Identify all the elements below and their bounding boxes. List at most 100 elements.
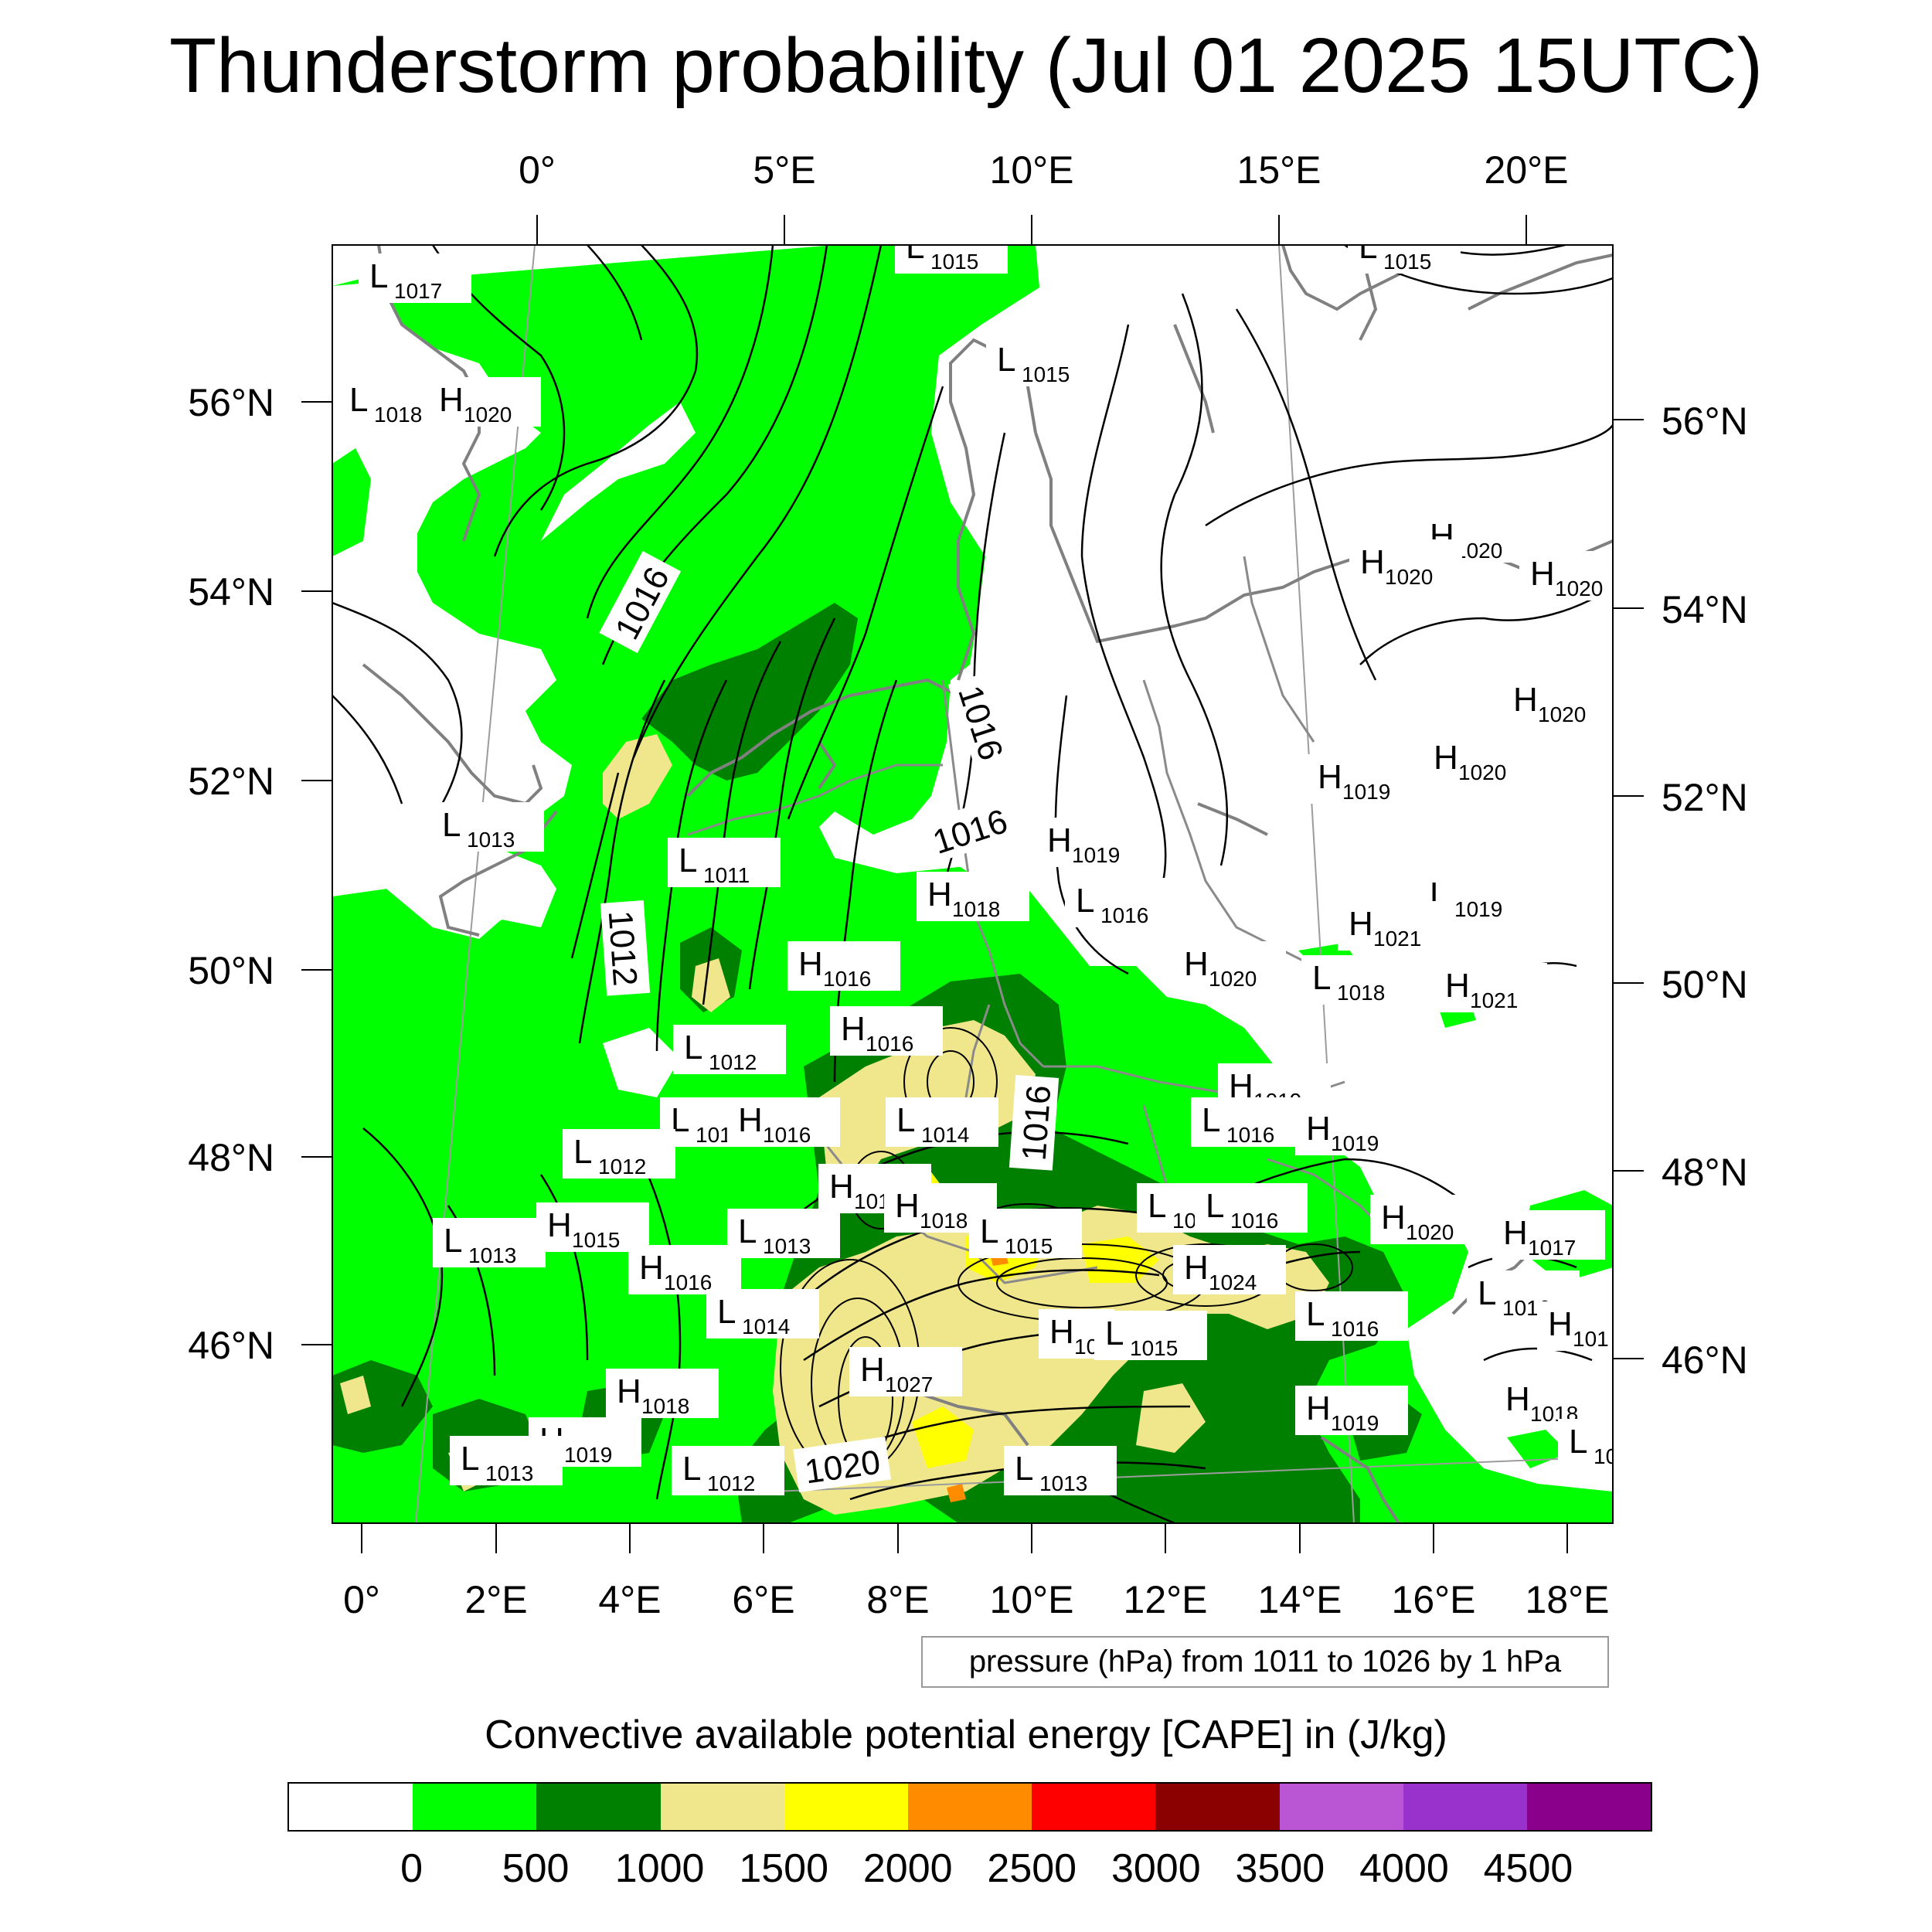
pressure-center-value: 1017 <box>1528 1236 1576 1260</box>
high-pressure-marker: H 1027 <box>849 1347 962 1396</box>
pressure-center-value: 1024 <box>1209 1270 1257 1294</box>
pressure-center-type: L <box>896 1101 915 1139</box>
pressure-center-type: L <box>679 842 697 879</box>
low-pressure-marker: L 1015 <box>895 228 1008 274</box>
pressure-center-value: 1015 <box>1130 1336 1178 1360</box>
right-lat-label: 54°N <box>1662 588 1748 631</box>
bottom-lon-label: 8°E <box>866 1578 929 1621</box>
low-pressure-marker: L 1012 <box>563 1129 675 1179</box>
pressure-center-type: H <box>1445 967 1470 1005</box>
right-axis-labels: 56°N 54°N 52°N 50°N 48°N 46°N <box>1662 400 1748 1382</box>
high-pressure-marker: H 1018 <box>917 872 1029 921</box>
pressure-center-value: 1019 <box>1454 897 1502 921</box>
pressure-center-value: 1013 <box>763 1234 811 1258</box>
right-lat-label: 48°N <box>1662 1151 1748 1194</box>
pressure-center-type: L <box>906 228 924 266</box>
pressure-center-type: L <box>1359 228 1377 266</box>
pressure-center-type: L <box>682 1450 701 1488</box>
colorbar-tick-label: 0 <box>400 1846 423 1891</box>
right-axis <box>1613 419 1644 1359</box>
high-pressure-marker: H 1018 <box>1495 1376 1607 1426</box>
top-lon-label: 10°E <box>990 148 1074 192</box>
low-pressure-marker: L 1018 <box>1301 955 1414 1005</box>
pressure-center-value: 1018 <box>1337 981 1385 1005</box>
colorbar-tick-label: 2500 <box>987 1846 1077 1891</box>
pressure-center-type: L <box>717 1293 736 1331</box>
colorbar-tick-label: 4000 <box>1359 1846 1449 1891</box>
pressure-center-value: 1013 <box>468 1243 516 1267</box>
pressure-center-value: 1012 <box>598 1155 646 1179</box>
bottom-lon-label: 2°E <box>464 1578 527 1621</box>
colorbar-tick-label: 1000 <box>614 1846 705 1891</box>
pressure-center-value: 1013 <box>467 828 515 852</box>
left-axis-labels: 56°N 54°N 52°N 50°N 48°N 46°N <box>188 381 274 1367</box>
contour-info-box: pressure (hPa) from 1011 to 1026 by 1 hP… <box>921 1636 1609 1688</box>
pressure-center-type: L <box>1105 1315 1124 1352</box>
pressure-center-type: L <box>1206 1187 1224 1225</box>
pressure-center-type: L <box>1076 882 1094 920</box>
pressure-center-type: H <box>1360 543 1385 581</box>
pressure-center-type: H <box>1503 1214 1528 1252</box>
pressure-center-value: 1013 <box>485 1461 533 1485</box>
pressure-center-type: H <box>1513 681 1538 719</box>
pressure-center-type: H <box>639 1249 664 1287</box>
pressure-center-type: L <box>369 257 388 295</box>
pressure-center-value: 1016 <box>664 1270 712 1294</box>
pressure-center-type: H <box>1306 1389 1331 1427</box>
high-pressure-marker: H 1020 <box>1370 1195 1483 1244</box>
pressure-center-value: 1013 <box>1039 1471 1087 1495</box>
map-frame <box>332 244 1614 1524</box>
low-pressure-marker: L 1013 <box>433 1218 546 1267</box>
pressure-center-type: L <box>1569 1423 1587 1461</box>
pressure-center-type: H <box>1505 1380 1530 1418</box>
pressure-center-type: L <box>738 1213 757 1250</box>
pressure-center-value: 1020 <box>1454 539 1502 563</box>
top-lon-label: 0° <box>519 148 556 192</box>
pressure-center-type: H <box>439 381 464 419</box>
colorbar-tick-label: 4500 <box>1483 1846 1573 1891</box>
pressure-center-value: 1027 <box>885 1372 933 1396</box>
pressure-center-value: 1014 <box>921 1123 969 1147</box>
colorbar-tick-label: 3000 <box>1111 1846 1201 1891</box>
colorbar-swatch <box>1526 1784 1651 1830</box>
pressure-center-value: 1016 <box>1100 903 1148 927</box>
pressure-center-value: 1018 <box>374 403 422 427</box>
left-axis <box>301 401 332 1345</box>
pressure-center-type: H <box>829 1168 854 1206</box>
low-pressure-marker: L 1014 <box>886 1097 998 1147</box>
colorbar-swatch <box>907 1784 1032 1830</box>
high-pressure-marker: H 101 <box>1537 1301 1613 1351</box>
high-pressure-marker: H 1017 <box>1492 1210 1605 1260</box>
high-pressure-marker: H 1016 <box>628 1245 741 1294</box>
pressure-center-type: H <box>1530 555 1555 593</box>
pressure-center-value: 1020 <box>1209 967 1257 991</box>
pressure-center-value: 1016 <box>866 1032 913 1056</box>
low-pressure-marker: L 1011 <box>668 838 781 887</box>
pressure-center-value: 1011 <box>703 863 750 887</box>
right-lat-label: 52°N <box>1662 776 1748 819</box>
colorbar-swatch <box>1279 1784 1403 1830</box>
pressure-center-value: 1018 <box>641 1394 689 1418</box>
low-pressure-marker: L 1013 <box>727 1209 840 1258</box>
right-lat-label: 46°N <box>1662 1338 1748 1382</box>
pressure-center-type: L <box>444 1222 462 1260</box>
colorbar-swatch <box>1403 1784 1527 1830</box>
pressure-center-value: 1012 <box>709 1050 757 1074</box>
bottom-lon-label: 14°E <box>1258 1578 1342 1621</box>
high-pressure-marker: H 1015 <box>536 1202 649 1252</box>
colorbar-swatch <box>784 1784 908 1830</box>
low-pressure-marker: L 1015 <box>1348 228 1461 274</box>
pressure-center-value: 1019 <box>1331 1131 1379 1155</box>
pressure-center-type: H <box>1184 1249 1209 1287</box>
pressure-center-type: L <box>980 1213 998 1250</box>
low-pressure-marker: L 1017 <box>359 253 471 303</box>
pressure-center-value: 1017 <box>394 279 442 303</box>
pressure-center-type: H <box>1049 1313 1074 1351</box>
isobar-label: 1016 <box>1009 1075 1060 1171</box>
pressure-center-type: H <box>895 1187 920 1225</box>
high-pressure-marker: H 1020 <box>1519 551 1613 600</box>
high-pressure-marker: H 1021 <box>1434 963 1547 1012</box>
top-lon-label: 5°E <box>753 148 815 192</box>
